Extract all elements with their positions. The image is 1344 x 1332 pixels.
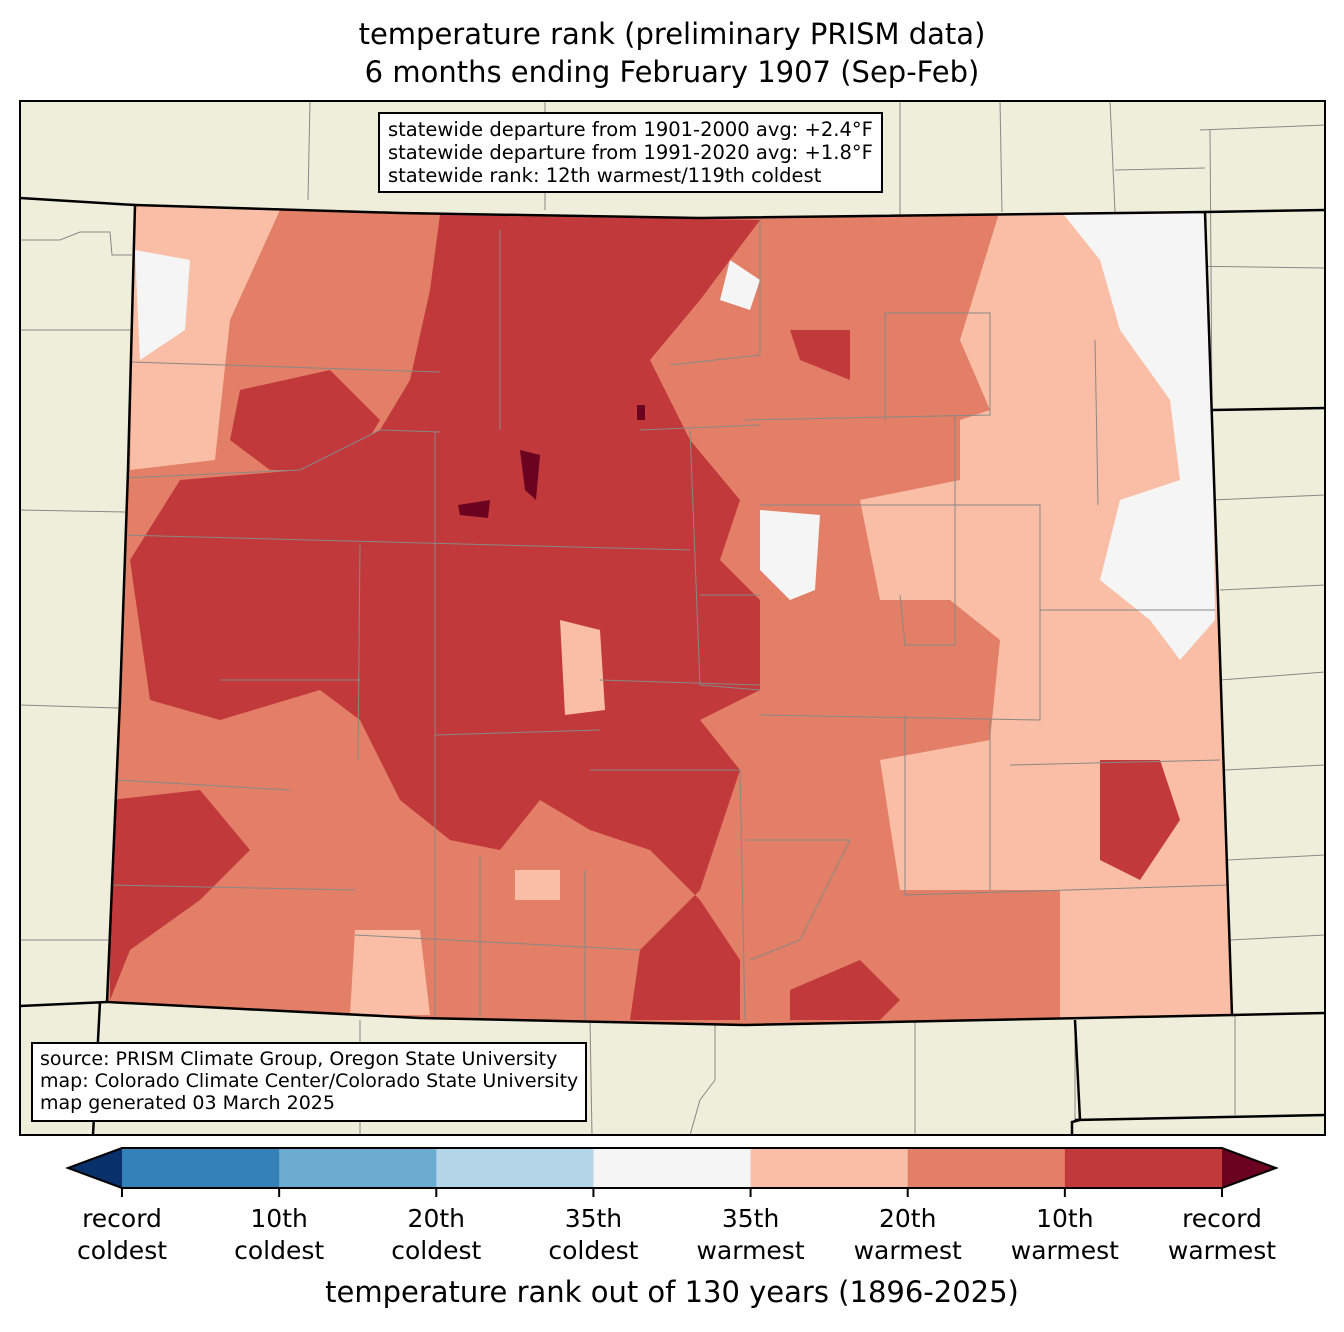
tick-label-direction: coldest — [234, 1236, 325, 1265]
tick-label-rank: 10th — [250, 1204, 308, 1233]
colorbar-tick-label: record warmest — [1142, 1203, 1302, 1267]
tick-label-direction: warmest — [1010, 1236, 1119, 1265]
colorbar-tick-label: 20th warmest — [828, 1203, 988, 1267]
colorbar-segment — [593, 1148, 752, 1188]
tick-label-rank: 20th — [407, 1204, 466, 1233]
map-title-line2: 6 months ending February 1907 (Sep-Feb) — [364, 55, 980, 89]
tick-label-rank: 10th — [1036, 1204, 1094, 1233]
colorbar-label: temperature rank out of 130 years (1896-… — [325, 1275, 1019, 1309]
colorbar-tick-label: 10th coldest — [199, 1203, 359, 1267]
credits-box: source: PRISM Climate Group, Oregon Stat… — [31, 1042, 588, 1122]
map-credit: map: Colorado Climate Center/Colorado St… — [40, 1070, 579, 1092]
map-frame — [19, 100, 1326, 1136]
colorbar-segment — [436, 1148, 594, 1188]
generated-date: map generated 03 March 2025 — [40, 1092, 335, 1114]
tick-label-direction: warmest — [696, 1236, 805, 1265]
colorbar-tick-label: 35th warmest — [671, 1203, 831, 1267]
tick-label-rank: 35th — [564, 1204, 623, 1233]
colorado-border — [105, 203, 1234, 1027]
colorbar — [65, 1147, 1279, 1197]
map-title-line1: temperature rank (preliminary PRISM data… — [358, 17, 986, 51]
colorbar-tick-label: 35th coldest — [513, 1203, 673, 1267]
tick-label-direction: coldest — [391, 1236, 482, 1265]
colorbar-segment — [122, 1148, 280, 1188]
tick-label-rank: 35th — [721, 1204, 780, 1233]
tick-label-rank: record — [82, 1204, 162, 1233]
colorbar-segment — [279, 1148, 437, 1188]
tick-label-direction: warmest — [853, 1236, 962, 1265]
colorbar-segment — [750, 1148, 909, 1188]
tick-label-direction: coldest — [76, 1236, 168, 1265]
statewide-rank: statewide rank: 12th warmest/119th colde… — [388, 164, 822, 187]
statewide-stats-box: statewide departure from 1901-2000 avg: … — [378, 112, 883, 193]
tick-label-direction: coldest — [548, 1236, 639, 1265]
source-credit: source: PRISM Climate Group, Oregon Stat… — [40, 1048, 558, 1070]
colorbar-tick-label: record coldest — [42, 1203, 202, 1267]
departure-1991-2020: statewide departure from 1991-2020 avg: … — [388, 141, 873, 164]
tick-label-rank: record — [1182, 1204, 1262, 1233]
colorbar-tick-label: 10th warmest — [985, 1203, 1145, 1267]
colorbar-segment — [907, 1148, 1066, 1188]
tick-label-direction: warmest — [1167, 1236, 1277, 1265]
departure-1901-2000: statewide departure from 1901-2000 avg: … — [388, 118, 873, 141]
temperature-rank-field — [107, 205, 1232, 1025]
colorbar-tick-label: 20th coldest — [356, 1203, 516, 1267]
tick-label-rank: 20th — [878, 1204, 937, 1233]
colorbar-extend-cold — [68, 1148, 122, 1188]
colorbar-extend-warm — [1222, 1148, 1276, 1188]
colorbar-segment — [1064, 1148, 1223, 1188]
